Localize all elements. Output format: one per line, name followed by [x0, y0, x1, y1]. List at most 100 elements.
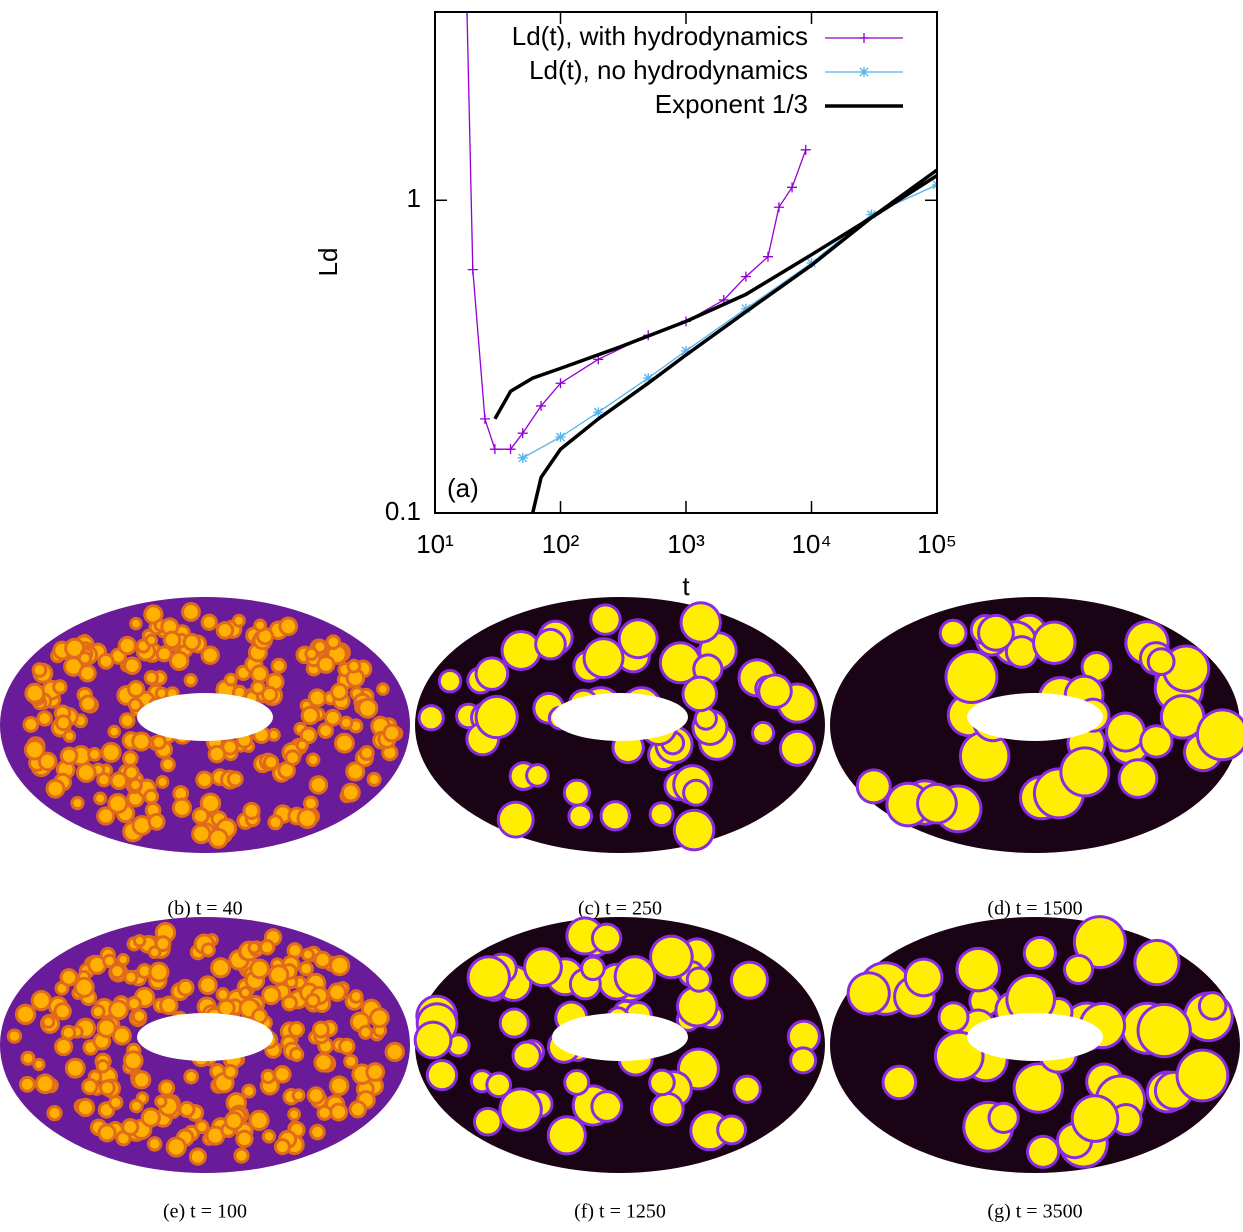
torus	[830, 597, 1243, 853]
marker	[593, 407, 604, 418]
domain	[138, 1094, 147, 1102]
domain	[208, 1128, 223, 1143]
domain	[134, 1011, 145, 1021]
domain	[99, 775, 109, 785]
domain	[346, 1056, 356, 1067]
domain	[1120, 761, 1156, 796]
domain	[342, 718, 351, 727]
torus	[413, 916, 825, 1173]
domain	[661, 644, 699, 682]
domain	[332, 1105, 346, 1119]
domain	[99, 809, 113, 823]
domain	[1008, 976, 1054, 1022]
domain	[469, 958, 509, 997]
domain	[1083, 653, 1110, 680]
domain	[1073, 1097, 1117, 1140]
marker	[517, 452, 528, 463]
domain	[312, 1126, 323, 1138]
domain	[135, 1073, 149, 1087]
domain	[241, 989, 250, 997]
domain	[125, 1053, 141, 1069]
domain	[234, 616, 243, 625]
domain	[315, 642, 325, 652]
domain	[679, 987, 716, 1025]
torus	[0, 597, 410, 853]
domain	[118, 1133, 129, 1144]
domain	[301, 963, 311, 974]
domain	[165, 633, 179, 647]
domain	[349, 661, 359, 671]
domain	[792, 1049, 815, 1072]
domain	[971, 987, 999, 1015]
domain	[319, 657, 333, 671]
domain	[583, 958, 603, 979]
domain	[351, 992, 361, 1001]
domain	[269, 730, 278, 739]
domain	[651, 937, 691, 977]
domain	[291, 1049, 302, 1060]
annotation: (a)	[447, 473, 479, 503]
domain	[126, 972, 136, 982]
domain	[251, 1112, 267, 1129]
torus	[415, 597, 825, 853]
domain	[44, 1017, 53, 1026]
marker	[740, 303, 751, 314]
domain	[244, 1086, 254, 1096]
domain	[343, 785, 358, 800]
domain	[368, 1065, 383, 1079]
domain	[163, 759, 173, 770]
marker	[479, 413, 490, 424]
domain	[200, 978, 215, 993]
domain	[503, 632, 539, 669]
domain	[651, 1071, 673, 1094]
domain	[132, 1101, 141, 1111]
domain	[685, 781, 707, 804]
marker	[773, 202, 784, 213]
domain	[420, 707, 442, 729]
domain	[93, 1007, 103, 1017]
domain	[475, 1109, 500, 1134]
domain	[23, 1053, 33, 1063]
caption: (c) t = 250	[578, 898, 662, 920]
domain	[150, 948, 159, 956]
marker	[787, 182, 798, 193]
domain	[163, 620, 177, 634]
domain	[245, 804, 258, 817]
domain	[158, 648, 170, 660]
domain	[151, 964, 167, 980]
domain	[103, 744, 119, 760]
series-line	[493, 168, 937, 513]
torus	[830, 915, 1240, 1173]
marker	[467, 264, 478, 275]
domain	[73, 798, 82, 808]
y-tick-label: 1	[407, 183, 421, 213]
domain	[884, 1067, 915, 1098]
y-axis-label: Ld	[313, 248, 343, 277]
torus-hole	[552, 693, 688, 741]
domain	[146, 607, 161, 622]
domain	[549, 1118, 584, 1153]
domain	[1062, 749, 1108, 795]
domain	[1200, 994, 1225, 1018]
x-tick-label: 10⁵	[917, 529, 957, 559]
domain	[65, 732, 74, 740]
legend-label: Ld(t), no hydrodynamics	[529, 55, 808, 85]
domain	[168, 1139, 184, 1155]
domain	[1075, 918, 1124, 967]
domain	[263, 688, 276, 701]
domain	[1162, 697, 1203, 737]
domain	[309, 1089, 323, 1102]
domain	[197, 1122, 207, 1132]
domain	[602, 803, 628, 829]
marker	[555, 378, 566, 389]
domain	[263, 1071, 273, 1082]
domain	[17, 1006, 34, 1023]
domain	[1015, 1065, 1062, 1111]
domain	[684, 678, 716, 710]
domain	[319, 1107, 330, 1118]
domain	[287, 752, 298, 763]
domain	[129, 792, 142, 805]
domain	[501, 1010, 527, 1036]
domain	[34, 665, 45, 675]
